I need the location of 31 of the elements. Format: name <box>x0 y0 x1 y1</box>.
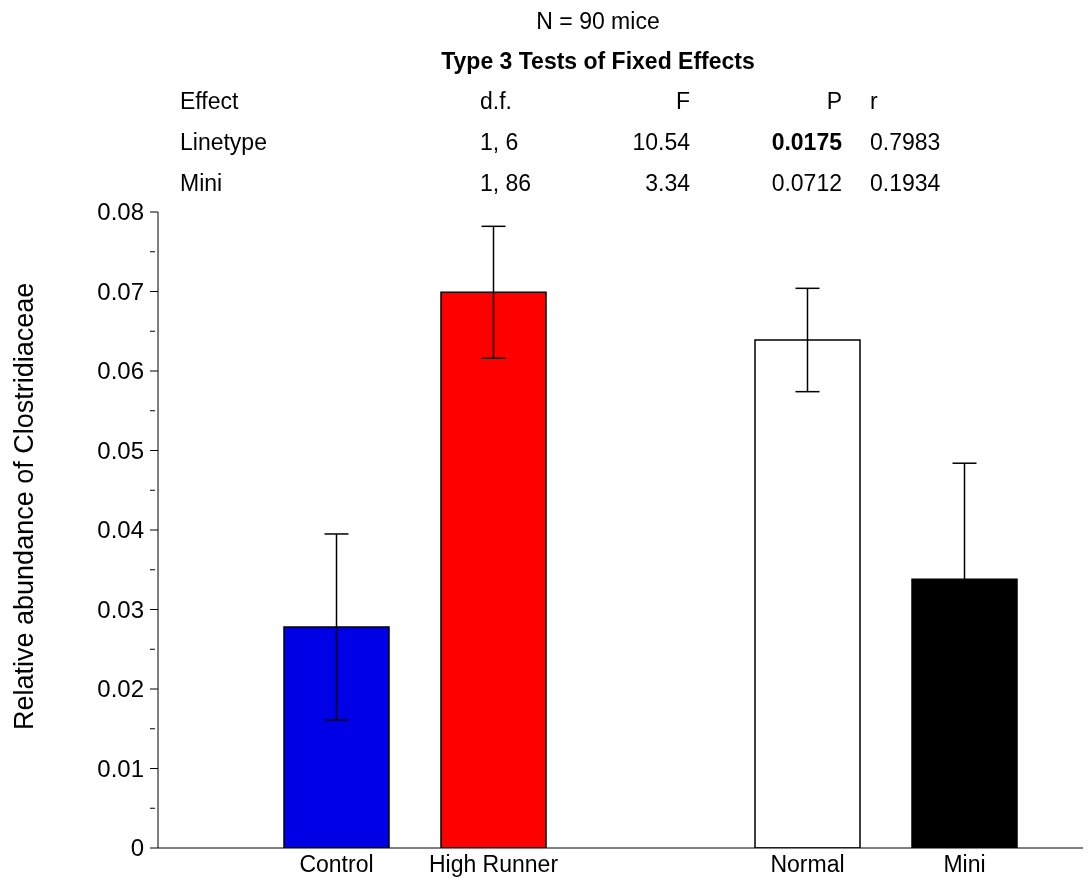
text: 1, 86 <box>480 170 532 197</box>
text: Effect <box>180 88 239 115</box>
text: 1, 6 <box>480 129 519 156</box>
x-tick-label: Mini <box>943 851 986 878</box>
chart-title: N = 90 mice <box>535 8 661 35</box>
y-tick-label: 0 <box>130 834 144 862</box>
text: 0.0175 <box>771 129 842 156</box>
y-tick-label: 0.08 <box>97 198 144 226</box>
text: Linetype <box>180 129 267 156</box>
text: F <box>675 88 690 115</box>
x-tick-label: High Runner <box>428 851 559 878</box>
text: 0.7983 <box>870 129 941 156</box>
y-tick-label: 0.02 <box>97 675 144 703</box>
y-axis-title: Relative abundance of Clostridiaceae <box>8 282 39 730</box>
chart-subtitle: Type 3 Tests of Fixed Effects <box>440 48 756 75</box>
text: d.f. <box>480 88 512 115</box>
y-tick-label: 0.03 <box>97 595 144 623</box>
y-tick-label: 0.04 <box>97 516 144 544</box>
text: P <box>826 88 842 115</box>
text: r <box>870 88 878 115</box>
text: Mini <box>180 170 223 197</box>
x-tick-label: Control <box>299 851 374 878</box>
text: 3.34 <box>645 170 690 197</box>
y-tick-label: 0.07 <box>97 277 144 305</box>
text: 0.0712 <box>771 170 842 197</box>
y-tick-label: 0.05 <box>97 436 144 464</box>
y-tick-label: 0.06 <box>97 357 144 385</box>
text: 10.54 <box>632 129 690 156</box>
y-tick-label: 0.01 <box>97 754 144 782</box>
x-tick-label: Normal <box>770 851 845 878</box>
text: 0.1934 <box>870 170 941 197</box>
